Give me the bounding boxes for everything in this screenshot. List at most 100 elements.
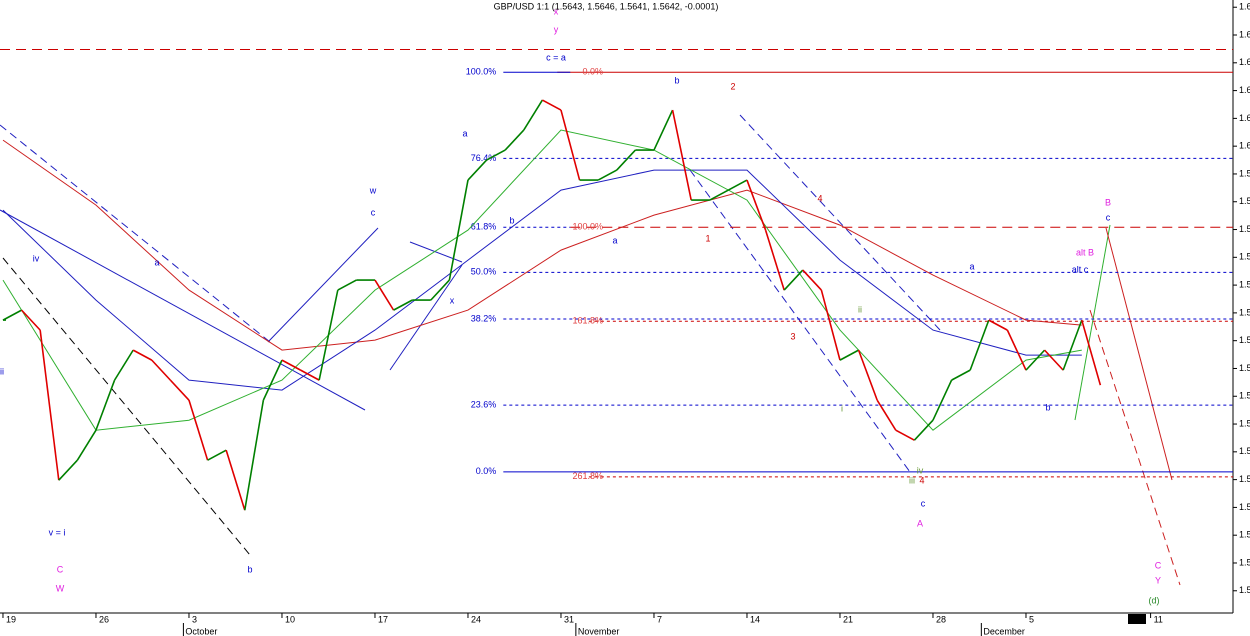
wave-label: ii [858, 304, 862, 314]
y-tick-label: 1.605 [1239, 113, 1250, 123]
y-tick-label: 1.560 [1239, 363, 1250, 373]
moving-average [2, 129, 1082, 431]
scroll-marker [1128, 614, 1146, 624]
fib-label: 50.0% [471, 267, 497, 277]
projection-line [1105, 227, 1173, 481]
y-tick-label: 1.595 [1239, 168, 1250, 178]
wave-label: a [462, 128, 467, 138]
price-segment [393, 299, 413, 311]
price-segment [839, 349, 859, 361]
price-segment [1062, 319, 1083, 371]
wave-label: b [1045, 402, 1050, 412]
wave-label: C [1155, 560, 1162, 570]
price-segment [951, 369, 971, 381]
price-segment [281, 359, 301, 371]
fib-label-red: 261.8% [572, 471, 603, 481]
y-tick-label: 1.625 [1239, 2, 1250, 12]
fib-label: 100.0% [466, 67, 497, 77]
x-tick-label: 5 [1029, 614, 1034, 624]
y-tick-label: 1.585 [1239, 224, 1250, 234]
price-segment [300, 369, 320, 381]
price-segment [728, 179, 748, 191]
x-tick-label: 31 [564, 614, 574, 624]
wave-label: c [371, 207, 376, 217]
price-segment [653, 109, 674, 151]
fib-label-red: 100.0% [572, 222, 603, 232]
y-tick-label: 1.620 [1239, 29, 1250, 39]
price-segment [671, 109, 692, 201]
price-segment [151, 359, 171, 381]
moving-average [2, 169, 1082, 391]
wave-label: C [57, 564, 64, 574]
x-tick-label: 24 [471, 614, 481, 624]
wave-label: b [247, 564, 252, 574]
wave-label: 3 [790, 331, 795, 341]
price-segment [430, 279, 450, 301]
price-segment [504, 129, 525, 151]
y-tick-label: 1.520 [1239, 585, 1250, 595]
price-segment [2, 309, 22, 321]
price-segment [560, 109, 581, 181]
wave-label: y [554, 24, 559, 34]
wave-label: (d) [1149, 595, 1160, 605]
price-segment [913, 419, 934, 441]
price-segment [374, 279, 395, 311]
month-label: November [578, 626, 620, 636]
fib-label: 76.4% [471, 153, 497, 163]
price-segment [132, 349, 153, 361]
wave-label: x [450, 295, 455, 305]
price-segment [337, 279, 357, 291]
price-segment [39, 330, 60, 481]
x-tick-label: 26 [99, 614, 109, 624]
price-segment [616, 149, 636, 171]
y-tick-label: 1.590 [1239, 196, 1250, 206]
price-segment [262, 359, 283, 401]
price-segment [783, 269, 804, 291]
y-tick-label: 1.535 [1239, 502, 1250, 512]
price-segment [113, 349, 134, 381]
wave-label: b [509, 215, 514, 225]
trend-line [0, 209, 366, 411]
projection-line [1089, 309, 1181, 586]
fib-label: 61.8% [471, 222, 497, 232]
price-segment [188, 399, 209, 461]
price-segment [169, 379, 190, 401]
wave-label: 4 [817, 193, 822, 203]
x-tick-label: 10 [285, 614, 295, 624]
price-segment [876, 399, 897, 431]
chart-title: GBP/USD 1:1 (1.5643, 1.5646, 1.5641, 1.5… [494, 1, 719, 11]
price-segment [764, 229, 785, 291]
y-tick-label: 1.555 [1239, 391, 1250, 401]
fib-label-red: 161.8% [572, 316, 603, 326]
wave-label: a [154, 257, 159, 267]
wave-label: c [1106, 212, 1111, 222]
wave-label: a [612, 235, 617, 245]
price-segment [20, 309, 41, 331]
y-tick-label: 1.570 [1239, 307, 1250, 317]
y-tick-label: 1.545 [1239, 446, 1250, 456]
price-segment [820, 289, 841, 361]
price-segment [1043, 349, 1064, 371]
y-tick-label: 1.530 [1239, 530, 1250, 540]
fib-label-red: 0.0% [582, 67, 603, 77]
wave-label: Y [1155, 575, 1161, 585]
y-tick-label: 1.540 [1239, 474, 1250, 484]
price-segment [709, 189, 729, 201]
y-tick-label: 1.615 [1239, 57, 1250, 67]
wave-label: iii [909, 475, 915, 485]
trend-line [389, 264, 463, 371]
price-segment [318, 289, 339, 381]
price-segment [58, 459, 78, 481]
wave-label: b [674, 75, 679, 85]
x-tick-label: 11 [1154, 614, 1163, 624]
x-tick-label: 3 [192, 614, 197, 624]
month-label: October [185, 626, 217, 636]
trend-line [267, 227, 379, 343]
price-segment [1025, 349, 1046, 371]
trend-line [0, 124, 271, 343]
price-segment [597, 169, 618, 181]
price-segment [1081, 319, 1102, 386]
wave-label: A [917, 518, 923, 528]
